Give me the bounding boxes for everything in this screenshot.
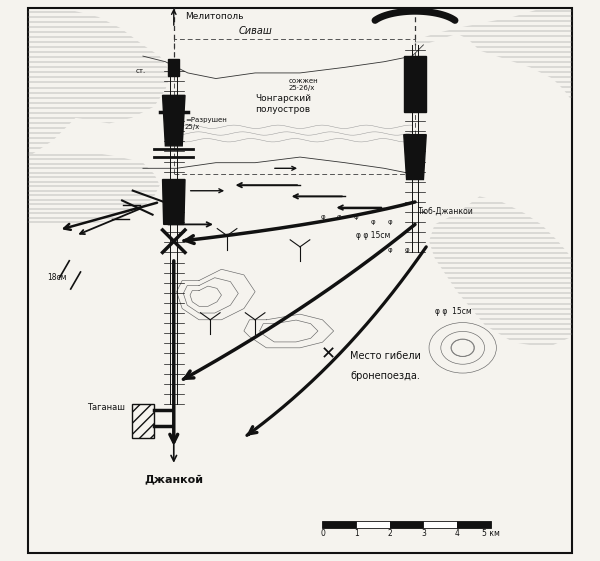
Text: φ φ 15см: φ φ 15см bbox=[356, 232, 391, 241]
Text: 18см: 18см bbox=[47, 274, 67, 283]
Text: φ: φ bbox=[337, 214, 341, 220]
Text: 3: 3 bbox=[421, 529, 426, 538]
Bar bbox=[322, 521, 356, 528]
Text: бронепоезда.: бронепоезда. bbox=[350, 371, 421, 381]
Bar bbox=[174, 39, 415, 174]
Text: 0: 0 bbox=[320, 529, 325, 538]
Text: φ: φ bbox=[320, 214, 325, 220]
Text: сожжен
25·26/х: сожжен 25·26/х bbox=[289, 78, 319, 91]
Bar bbox=[457, 521, 491, 528]
Text: Тюб-Джанкои: Тюб-Джанкои bbox=[418, 206, 473, 215]
Text: Мелитополь: Мелитополь bbox=[185, 12, 244, 21]
Text: φ: φ bbox=[388, 247, 392, 254]
Text: φ: φ bbox=[388, 219, 392, 226]
Text: 2: 2 bbox=[388, 529, 392, 538]
Polygon shape bbox=[404, 56, 426, 112]
Text: φ: φ bbox=[404, 247, 409, 254]
Text: Джанкой: Джанкой bbox=[144, 475, 203, 485]
Polygon shape bbox=[404, 135, 426, 180]
Text: φ: φ bbox=[371, 219, 375, 226]
Polygon shape bbox=[163, 95, 185, 146]
Bar bbox=[390, 521, 424, 528]
Text: =Разрушен
25/х: =Разрушен 25/х bbox=[185, 117, 227, 130]
Text: ✕: ✕ bbox=[320, 345, 335, 363]
Text: 5 км: 5 км bbox=[482, 529, 500, 538]
Bar bbox=[356, 521, 390, 528]
Text: 1: 1 bbox=[354, 529, 358, 538]
Text: φ: φ bbox=[354, 214, 358, 220]
Text: Сиваш: Сиваш bbox=[238, 26, 272, 36]
Text: φ φ  15см: φ φ 15см bbox=[434, 307, 472, 316]
Bar bbox=[132, 404, 154, 438]
Text: Место гибели: Место гибели bbox=[350, 351, 421, 361]
Text: Чонгарский
полуостров: Чонгарский полуостров bbox=[255, 94, 311, 114]
Text: Таганаш: Таганаш bbox=[87, 403, 125, 412]
Text: ст.: ст. bbox=[136, 68, 146, 74]
Bar bbox=[424, 521, 457, 528]
Bar bbox=[168, 59, 179, 76]
Text: 4: 4 bbox=[455, 529, 460, 538]
Polygon shape bbox=[163, 180, 185, 224]
